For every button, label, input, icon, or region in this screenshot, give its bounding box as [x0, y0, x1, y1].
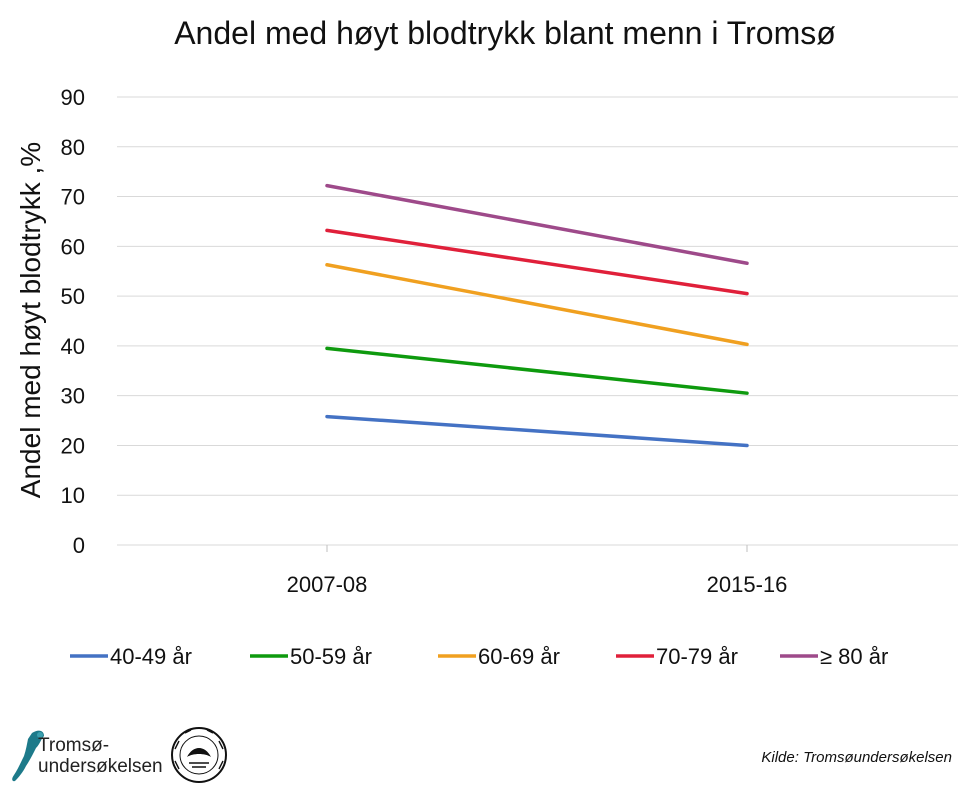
legend-label: 70-79 år: [656, 644, 738, 669]
chart-title: Andel med høyt blodtrykk blant menn i Tr…: [174, 15, 836, 51]
source-note: Kilde: Tromsøundersøkelsen: [761, 749, 952, 766]
tromso-study-logo-text: Tromsø- undersøkelsen: [38, 735, 163, 777]
series-line: [325, 228, 749, 296]
y-tick-labels: 0 10 20 30 40 50 60 70 80 90: [61, 85, 85, 558]
y-tick-label: 80: [61, 135, 85, 160]
y-tick-label: 20: [61, 433, 85, 458]
x-tick-label: 2015-16: [707, 572, 788, 597]
logo-line-1: Tromsø-: [38, 735, 110, 756]
y-tick-label: 60: [61, 234, 85, 259]
series-line: [325, 414, 749, 448]
legend-label: 40-49 år: [110, 644, 192, 669]
university-seal-icon: [171, 727, 227, 783]
series-line: [325, 346, 749, 395]
x-tick-label: 2007-08: [287, 572, 368, 597]
series-line: [325, 263, 749, 347]
legend-label: 60-69 år: [478, 644, 560, 669]
y-tick-label: 40: [61, 334, 85, 359]
legend-label: 50-59 år: [290, 644, 372, 669]
logo-line-2: undersøkelsen: [38, 756, 163, 777]
y-tick-label: 0: [73, 533, 85, 558]
y-tick-label: 10: [61, 483, 85, 508]
y-tick-label: 50: [61, 284, 85, 309]
legend-label: ≥ 80 år: [820, 644, 888, 669]
y-axis-label: Andel med høyt blodtrykk ,%: [15, 142, 46, 498]
y-tick-label: 70: [61, 185, 85, 210]
x-tick-labels: 2007-08 2015-16: [287, 545, 788, 597]
gridlines: [117, 96, 958, 546]
y-tick-label: 90: [61, 85, 85, 110]
series-lines: [325, 183, 749, 448]
tromso-study-logo-icon: [12, 730, 44, 782]
series-line: [325, 183, 749, 266]
y-tick-label: 30: [61, 384, 85, 409]
legend: 40-49 år 50-59 år 60-69 år 70-79 år ≥ 80 år: [70, 644, 888, 669]
